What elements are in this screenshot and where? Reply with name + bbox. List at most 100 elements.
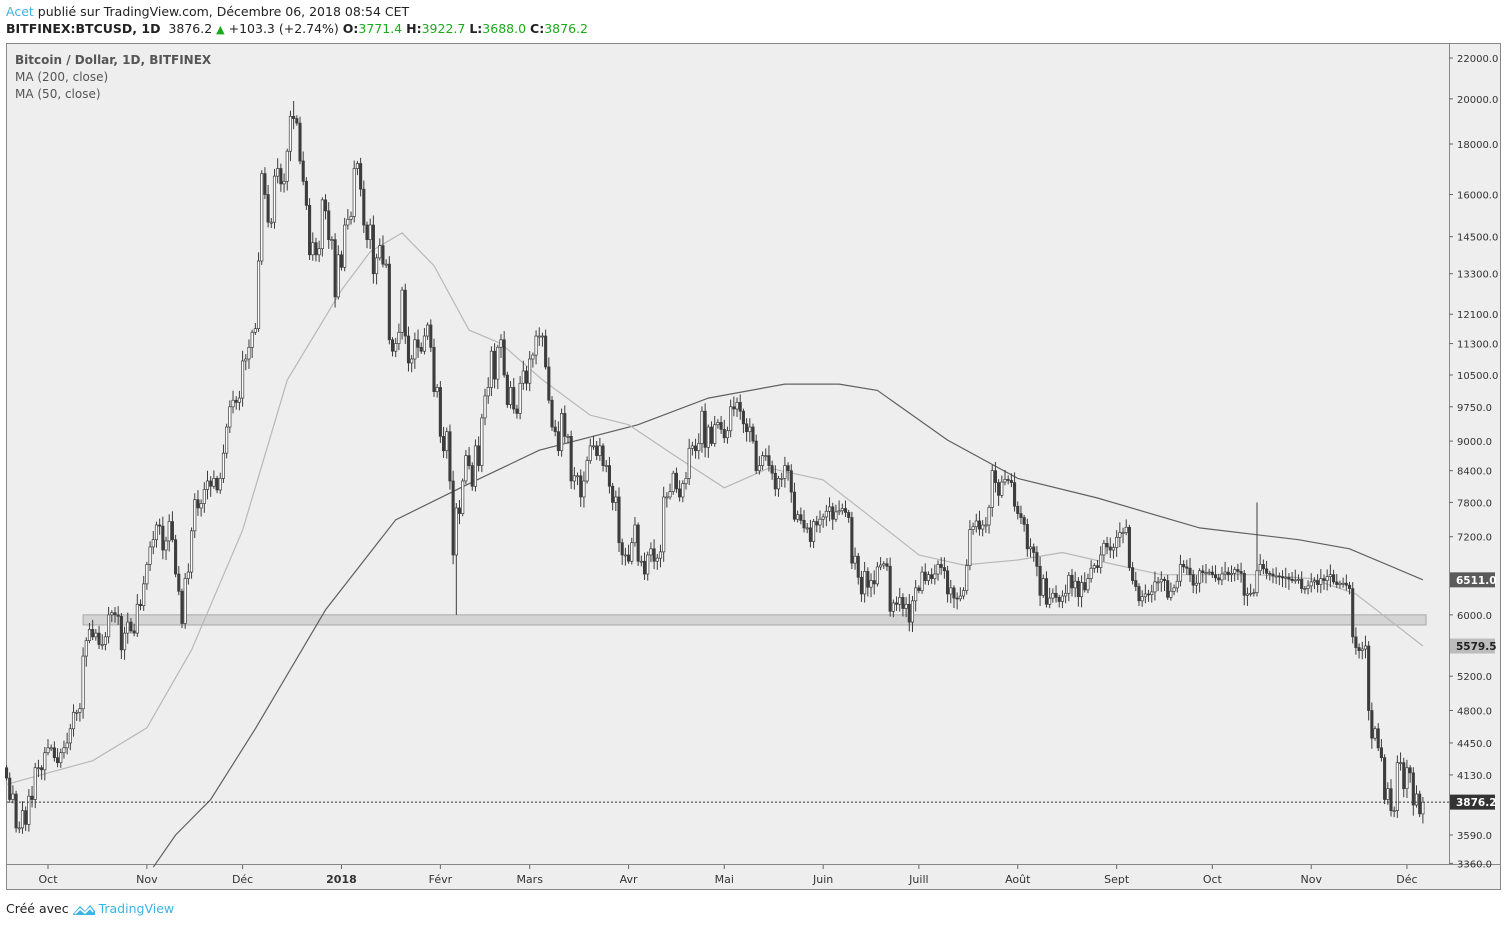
candle[interactable] <box>805 523 809 534</box>
candle[interactable] <box>1054 585 1058 603</box>
candle[interactable] <box>375 253 379 285</box>
candle[interactable] <box>1258 554 1262 576</box>
candle[interactable] <box>524 366 529 391</box>
candle[interactable] <box>910 595 915 633</box>
candle[interactable] <box>923 563 927 585</box>
candle[interactable] <box>451 470 455 565</box>
candle[interactable] <box>1389 779 1393 817</box>
candle[interactable] <box>1162 576 1167 592</box>
candle[interactable] <box>40 765 44 780</box>
candle[interactable] <box>572 467 576 490</box>
candle[interactable] <box>1312 577 1316 590</box>
candle[interactable] <box>20 801 25 834</box>
candle[interactable] <box>1245 587 1249 606</box>
tradingview-link[interactable]: TradingView <box>98 901 175 916</box>
candle[interactable] <box>1386 782 1390 805</box>
candle[interactable] <box>926 571 930 586</box>
candle[interactable] <box>496 344 500 390</box>
candle[interactable] <box>362 180 366 233</box>
candle[interactable] <box>1411 767 1415 816</box>
candle[interactable] <box>515 404 519 419</box>
candle[interactable] <box>786 462 790 481</box>
candle[interactable] <box>722 419 726 444</box>
candle[interactable] <box>534 330 538 365</box>
candle[interactable] <box>276 158 280 184</box>
candle[interactable] <box>330 236 334 250</box>
candle[interactable] <box>129 617 133 634</box>
candle[interactable] <box>416 329 420 358</box>
candle[interactable] <box>394 337 398 358</box>
candle[interactable] <box>1367 641 1371 721</box>
candle[interactable] <box>263 167 267 200</box>
candle[interactable] <box>1137 583 1141 607</box>
candle[interactable] <box>1319 569 1323 594</box>
candle[interactable] <box>365 221 369 249</box>
candle[interactable] <box>75 709 79 721</box>
candle[interactable] <box>1370 702 1374 749</box>
candle[interactable] <box>627 544 631 564</box>
candle[interactable] <box>1418 790 1422 818</box>
candle[interactable] <box>1207 568 1211 576</box>
candle[interactable] <box>920 566 924 594</box>
author-link[interactable]: Acet <box>6 4 34 19</box>
candle[interactable] <box>1354 627 1358 655</box>
candle[interactable] <box>1032 543 1036 562</box>
candle[interactable] <box>537 327 541 346</box>
candle[interactable] <box>713 416 717 447</box>
candle[interactable] <box>1000 475 1004 498</box>
candle[interactable] <box>145 561 149 590</box>
candle[interactable] <box>1188 557 1192 582</box>
candle[interactable] <box>748 418 752 443</box>
candle[interactable] <box>604 459 608 473</box>
candle[interactable] <box>132 623 136 637</box>
candle[interactable] <box>882 561 886 569</box>
candle[interactable] <box>336 245 340 300</box>
candle[interactable] <box>974 513 978 533</box>
candle[interactable] <box>1383 754 1387 805</box>
candle[interactable] <box>381 235 385 268</box>
candle[interactable] <box>1335 573 1339 588</box>
candle[interactable] <box>100 634 104 650</box>
candle[interactable] <box>783 456 787 488</box>
candle[interactable] <box>164 536 168 560</box>
candle[interactable] <box>633 517 637 547</box>
candle[interactable] <box>1089 560 1093 583</box>
candle[interactable] <box>1025 518 1029 557</box>
candle[interactable] <box>907 594 911 632</box>
candle[interactable] <box>946 565 950 603</box>
candle[interactable] <box>1293 569 1297 584</box>
candle[interactable] <box>158 518 162 535</box>
candle[interactable] <box>1392 806 1396 818</box>
candle[interactable] <box>735 397 739 417</box>
candle[interactable] <box>620 538 624 565</box>
candle[interactable] <box>879 557 883 571</box>
candle[interactable] <box>872 570 876 595</box>
candle[interactable] <box>840 503 844 515</box>
candle[interactable] <box>1405 759 1409 798</box>
candle[interactable] <box>585 456 589 484</box>
candle[interactable] <box>1111 543 1116 559</box>
candle[interactable] <box>52 741 56 762</box>
candle[interactable] <box>1070 568 1074 597</box>
candle[interactable] <box>984 517 988 533</box>
candle[interactable] <box>205 470 210 500</box>
candle[interactable] <box>642 552 647 580</box>
candle[interactable] <box>796 510 800 523</box>
candle[interactable] <box>461 478 465 517</box>
candle[interactable] <box>981 520 985 537</box>
candle[interactable] <box>327 202 331 249</box>
candle[interactable] <box>292 100 296 130</box>
candle[interactable] <box>569 430 573 489</box>
candle[interactable] <box>997 479 1001 506</box>
candle[interactable] <box>601 443 605 472</box>
candle[interactable] <box>1057 594 1061 608</box>
candle[interactable] <box>1169 582 1173 601</box>
candle[interactable] <box>218 472 222 494</box>
candle[interactable] <box>563 405 567 443</box>
candle[interactable] <box>470 462 474 491</box>
candle[interactable] <box>24 806 28 831</box>
candle[interactable] <box>256 252 261 332</box>
candle[interactable] <box>509 381 513 409</box>
candle[interactable] <box>1306 580 1310 595</box>
